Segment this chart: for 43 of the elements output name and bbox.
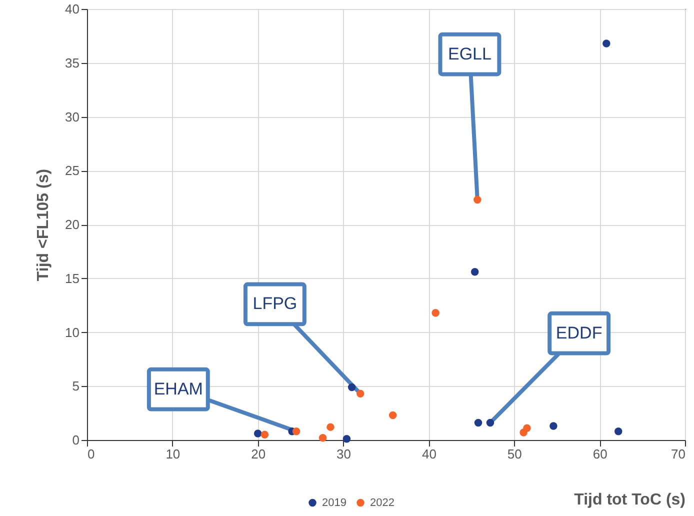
point xyxy=(254,430,262,438)
point xyxy=(356,390,364,398)
point xyxy=(342,435,351,443)
point xyxy=(550,422,558,430)
point xyxy=(602,40,610,48)
point xyxy=(348,383,356,392)
x-tick-label: 0 xyxy=(88,446,95,462)
annotation: LFPG xyxy=(252,294,298,314)
annotation: EGLL xyxy=(448,44,492,64)
point xyxy=(614,428,622,436)
point xyxy=(292,428,300,436)
x-tick-label: 40 xyxy=(422,446,436,462)
x-tick-label: 60 xyxy=(592,446,608,462)
x-tick-label: 10 xyxy=(166,446,180,462)
y-axis-title: Tijd <FL105 (s) xyxy=(35,168,52,282)
point xyxy=(318,434,327,442)
y-tick-label: 40 xyxy=(65,2,80,16)
point xyxy=(523,424,531,432)
point xyxy=(470,268,479,276)
y-tick-label: 30 xyxy=(65,109,80,124)
annotation: EHAM xyxy=(154,379,203,398)
point xyxy=(432,308,440,317)
point xyxy=(388,411,397,420)
x-axis-title: Tijd tot ToC (s) xyxy=(574,492,686,508)
y-tick-label: 25 xyxy=(65,163,80,178)
point xyxy=(486,418,494,427)
y-tick-label: 0 xyxy=(72,432,80,448)
y-tick-label: 20 xyxy=(65,217,80,232)
point xyxy=(474,196,482,204)
y-tick-label: 35 xyxy=(65,55,80,70)
x-tick-label: 50 xyxy=(507,446,522,462)
legend-label: 2019 xyxy=(322,496,346,509)
point xyxy=(474,418,482,427)
y-tick-label: 15 xyxy=(65,270,80,286)
point xyxy=(260,430,269,438)
x-tick-label: 30 xyxy=(336,446,352,462)
legend-label: 2022 xyxy=(370,496,394,509)
annotation: EDDF xyxy=(556,323,602,342)
point xyxy=(326,423,334,431)
y-tick-label: 10 xyxy=(65,324,80,340)
y-tick-label: 5 xyxy=(72,378,80,394)
x-tick-label: 70 xyxy=(671,446,686,462)
x-tick-label: 20 xyxy=(251,446,266,462)
